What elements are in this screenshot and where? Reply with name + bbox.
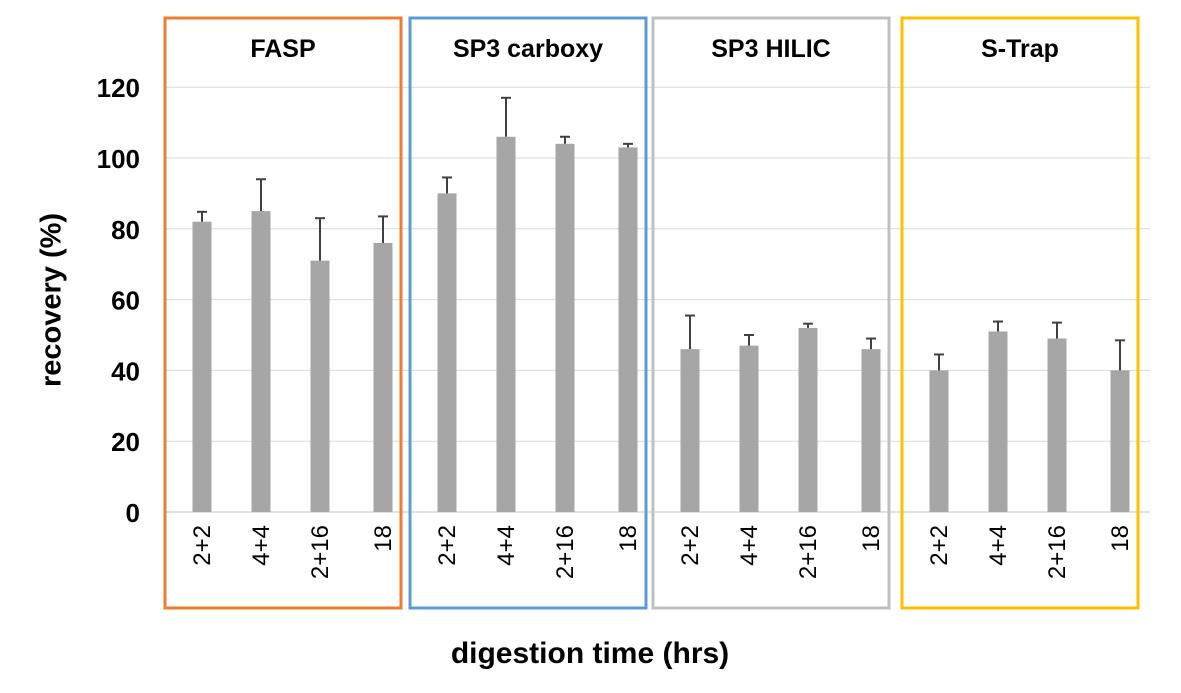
bar: [251, 211, 271, 512]
y-tick-label: 20: [111, 427, 140, 457]
x-tick-label: 18: [370, 525, 397, 552]
y-tick-label: 100: [97, 144, 140, 174]
bars: [192, 136, 1130, 512]
bar: [739, 345, 759, 512]
x-tick-label: 2+16: [307, 525, 334, 579]
bar: [373, 242, 393, 512]
bar: [988, 331, 1008, 512]
group-title: S-Trap: [981, 35, 1059, 63]
y-tick-label: 80: [111, 215, 140, 245]
group-title: FASP: [250, 35, 315, 63]
x-tick-label: 18: [858, 525, 885, 552]
y-tick-label: 60: [111, 286, 140, 316]
y-tick-label: 40: [111, 356, 140, 386]
y-axis-label: recovery (%): [35, 212, 68, 388]
x-axis-label: digestion time (hrs): [450, 637, 730, 670]
bar: [798, 327, 818, 512]
x-tick-label: 2+2: [926, 525, 953, 566]
group-frames: [163, 16, 1140, 610]
x-tick-label: 4+4: [985, 525, 1012, 566]
chart-labels: 0 20 40 60 80 100 120 FASP 2+2 4+4 2+16 18 SP3 carbo…: [97, 35, 1134, 579]
x-tick-label: 18: [1107, 525, 1134, 552]
bar: [310, 260, 330, 512]
group-title: SP3 carboxy: [453, 35, 603, 63]
bar: [496, 136, 516, 512]
bar: [929, 370, 949, 512]
x-tick-label: 2+2: [434, 525, 461, 566]
bar: [555, 143, 575, 512]
x-tick-label: 4+4: [736, 525, 763, 566]
y-tick-label: 120: [97, 73, 140, 103]
group-frame-2: [651, 16, 891, 610]
x-tick-label: 2+2: [189, 525, 216, 566]
bar: [861, 349, 881, 512]
x-tick-label: 4+4: [248, 525, 275, 566]
bar: [618, 147, 638, 512]
error-bars: [197, 96, 1125, 371]
bar: [192, 221, 212, 512]
x-tick-label: 18: [615, 525, 642, 552]
x-tick-label: 2+16: [1044, 525, 1071, 579]
y-tick-label: 0: [126, 498, 140, 528]
group-frame-0: [163, 16, 403, 610]
x-tick-label: 4+4: [493, 525, 520, 566]
group-title: SP3 HILIC: [711, 35, 830, 63]
bar: [1047, 338, 1067, 512]
group-frame-1: [408, 16, 648, 610]
group-frame-3: [900, 16, 1140, 610]
x-tick-label: 2+2: [677, 525, 704, 566]
x-tick-label: 2+16: [552, 525, 579, 579]
bar: [437, 193, 457, 512]
bar: [1110, 370, 1130, 512]
x-tick-label: 2+16: [795, 525, 822, 579]
bar: [680, 349, 700, 512]
